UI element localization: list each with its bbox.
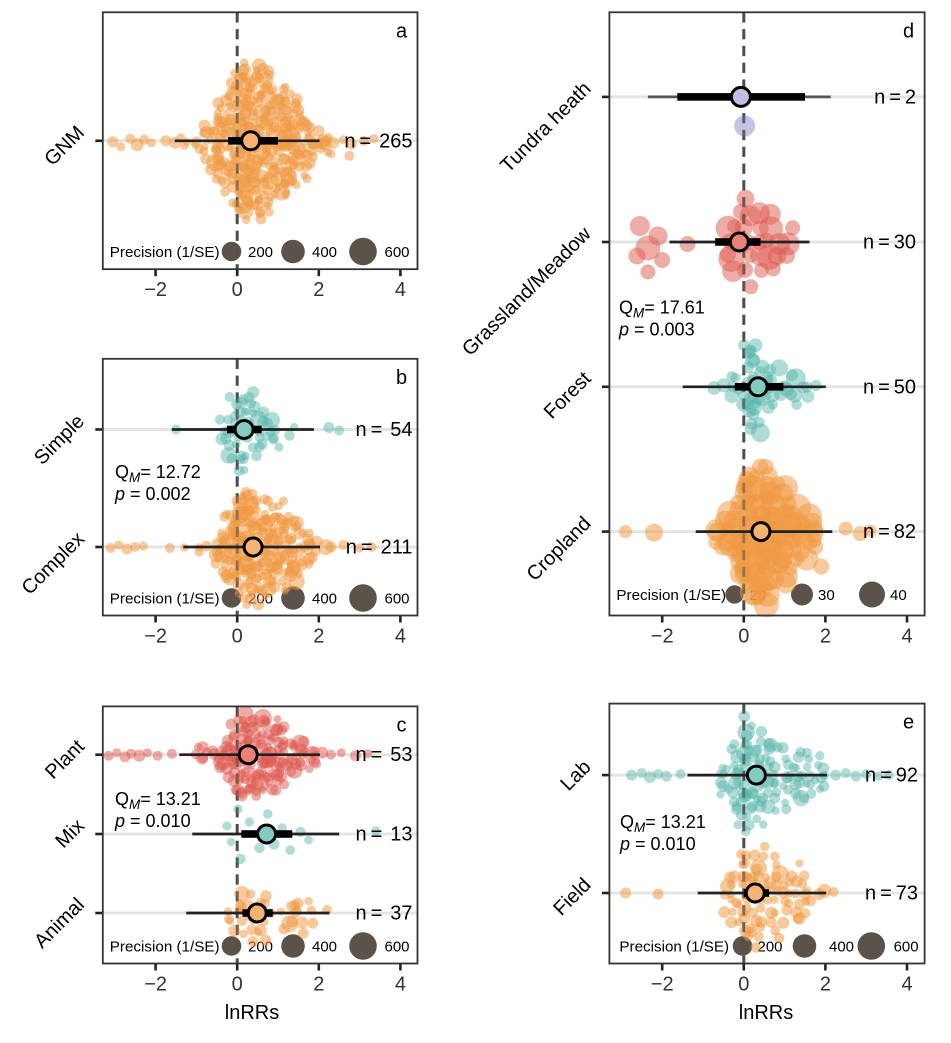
- svg-text:0: 0: [738, 626, 749, 648]
- svg-text:400: 400: [829, 939, 854, 956]
- svg-text:−2: −2: [144, 279, 167, 301]
- svg-text:4: 4: [395, 279, 406, 301]
- svg-text:n = 265: n = 265: [344, 130, 412, 152]
- svg-text:c: c: [397, 714, 407, 736]
- svg-text:600: 600: [385, 244, 410, 261]
- svg-text:Precision (1/SE): Precision (1/SE): [616, 587, 726, 604]
- svg-text:4: 4: [395, 626, 406, 648]
- svg-text:n = 92: n = 92: [865, 765, 918, 787]
- svg-text:Precision (1/SE): Precision (1/SE): [110, 591, 220, 608]
- svg-text:2: 2: [313, 974, 324, 996]
- svg-text:n = 54: n = 54: [355, 419, 412, 441]
- svg-text:0: 0: [232, 626, 243, 648]
- svg-text:QM= 12.72: QM= 12.72: [115, 462, 201, 485]
- svg-text:QM= 13.21: QM= 13.21: [620, 812, 706, 835]
- svg-text:p = 0.003: p = 0.003: [618, 320, 695, 340]
- svg-text:b: b: [396, 367, 407, 389]
- svg-text:Precision (1/SE): Precision (1/SE): [619, 939, 729, 956]
- svg-text:2: 2: [313, 626, 324, 648]
- svg-text:p = 0.002: p = 0.002: [114, 484, 191, 504]
- svg-text:400: 400: [312, 591, 337, 608]
- svg-text:4: 4: [901, 626, 912, 648]
- svg-text:2: 2: [820, 974, 831, 996]
- svg-text:n = 30: n = 30: [863, 232, 916, 254]
- svg-text:4: 4: [395, 974, 406, 996]
- svg-text:200: 200: [248, 244, 273, 261]
- svg-text:30: 30: [818, 587, 835, 604]
- svg-text:−2: −2: [651, 974, 674, 996]
- svg-text:a: a: [396, 20, 408, 42]
- svg-text:40: 40: [890, 587, 907, 604]
- svg-text:400: 400: [312, 244, 337, 261]
- svg-text:QM= 17.61: QM= 17.61: [619, 298, 705, 321]
- svg-text:Precision (1/SE): Precision (1/SE): [110, 244, 220, 261]
- svg-text:n = 82: n = 82: [863, 521, 916, 543]
- svg-text:−2: −2: [144, 626, 167, 648]
- svg-text:p = 0.010: p = 0.010: [114, 811, 191, 831]
- svg-text:−2: −2: [144, 974, 167, 996]
- svg-text:n = 73: n = 73: [865, 883, 918, 905]
- svg-text:e: e: [903, 712, 914, 734]
- svg-text:n = 2: n = 2: [874, 86, 916, 108]
- svg-text:600: 600: [385, 591, 410, 608]
- svg-text:n = 13: n = 13: [355, 824, 412, 846]
- svg-text:d: d: [903, 20, 914, 42]
- svg-text:600: 600: [894, 939, 919, 956]
- svg-text:QM= 13.21: QM= 13.21: [115, 789, 201, 812]
- svg-text:−2: −2: [651, 626, 674, 648]
- svg-text:4: 4: [901, 974, 912, 996]
- svg-text:n = 53: n = 53: [355, 744, 412, 766]
- svg-text:0: 0: [738, 974, 749, 996]
- svg-text:2: 2: [313, 279, 324, 301]
- svg-text:600: 600: [385, 939, 410, 956]
- svg-text:400: 400: [312, 939, 337, 956]
- svg-text:n = 50: n = 50: [863, 376, 916, 398]
- svg-text:lnRRs: lnRRs: [739, 1002, 793, 1024]
- svg-text:p = 0.010: p = 0.010: [619, 834, 696, 854]
- svg-text:n = 37: n = 37: [355, 903, 412, 925]
- svg-text:0: 0: [232, 279, 243, 301]
- svg-text:0: 0: [232, 974, 243, 996]
- svg-text:n = 211: n = 211: [346, 537, 413, 559]
- svg-text:2: 2: [820, 626, 831, 648]
- svg-text:lnRRs: lnRRs: [225, 1002, 279, 1024]
- svg-text:Precision (1/SE): Precision (1/SE): [110, 939, 220, 956]
